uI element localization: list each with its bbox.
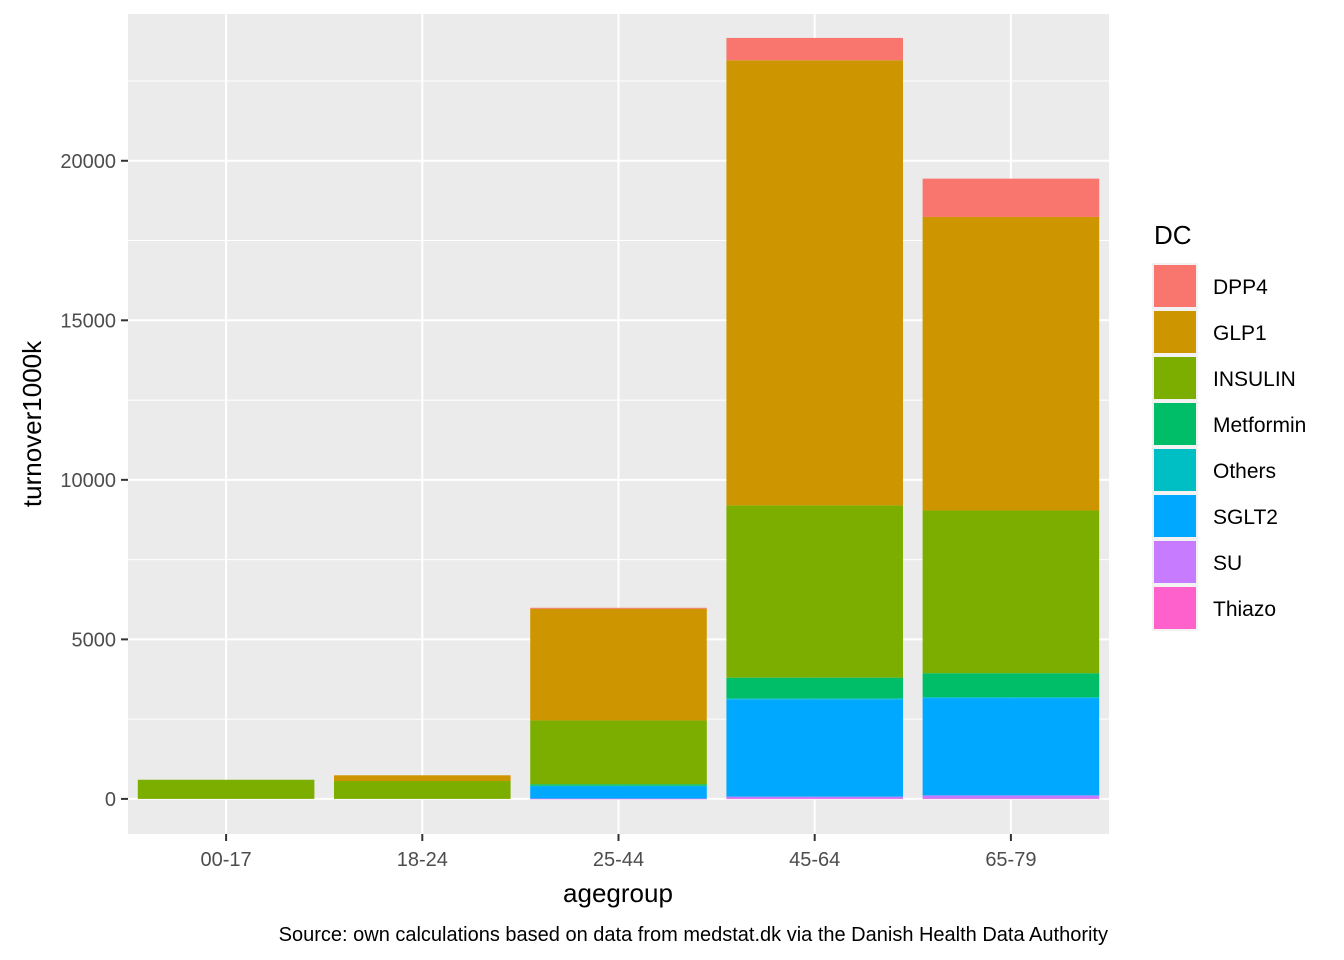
bar-segment: [726, 37, 903, 61]
bar-segment: [922, 795, 1100, 799]
bar-segment: [922, 698, 1100, 796]
legend-label: INSULIN: [1213, 368, 1296, 391]
y-tick-label: 5000: [72, 629, 117, 651]
x-tick-label: 18-24: [397, 849, 448, 871]
y-axis-title: turnover1000k: [17, 340, 47, 507]
bar-segment: [922, 697, 1100, 699]
legend-label: GLP1: [1213, 322, 1267, 345]
bar-segment: [922, 673, 1100, 698]
legend-key: [1154, 495, 1196, 537]
y-tick-label: 0: [105, 789, 116, 811]
legend-label: Others: [1213, 460, 1276, 483]
bar-segment: [726, 796, 903, 799]
y-tick-label: 20000: [60, 151, 116, 173]
legend-label: SU: [1213, 552, 1242, 575]
legend-key: [1154, 449, 1196, 491]
x-tick-label: 25-44: [593, 849, 644, 871]
legend-label: SGLT2: [1213, 506, 1278, 529]
legend-key: [1154, 311, 1196, 353]
bar-segment: [137, 779, 315, 799]
bar-segment: [530, 798, 707, 800]
y-tick-label: 15000: [60, 310, 116, 332]
y-axis: 0 5000 10000 15000 20000: [60, 151, 128, 811]
legend-label: Metformin: [1213, 414, 1306, 437]
bars: [137, 37, 1100, 800]
legend-key: [1154, 403, 1196, 445]
x-tick-label: 45-64: [789, 849, 840, 871]
x-axis-title: agegroup: [563, 878, 673, 908]
legend-key: [1154, 541, 1196, 583]
legend-key: [1154, 587, 1196, 629]
caption: Source: own calculations based on data f…: [279, 924, 1108, 946]
bar-segment: [922, 510, 1100, 674]
bar-segment: [922, 178, 1100, 217]
legend-label: DPP4: [1213, 276, 1268, 299]
bar-segment: [334, 781, 511, 799]
legend: DC DPP4 GLP1 INSULIN Metformin Others SGLT2 SU…: [1152, 220, 1306, 631]
x-axis: 00-17 18-24 25-44 45-64 65-79: [201, 834, 1036, 871]
bar-segment: [726, 505, 903, 678]
bar-segment: [530, 785, 707, 787]
legend-title: DC: [1154, 220, 1192, 250]
bar-segment: [726, 699, 903, 797]
x-tick-label: 65-79: [985, 849, 1036, 871]
bar-segment: [726, 60, 903, 506]
bar-segment: [922, 798, 1100, 800]
bar-segment: [530, 786, 707, 799]
bar-segment: [530, 720, 707, 785]
x-tick-label: 00-17: [201, 849, 252, 871]
bar-segment: [530, 607, 707, 609]
bar-segment: [726, 677, 903, 699]
legend-key: [1154, 265, 1196, 307]
bar-segment: [726, 798, 903, 800]
legend-key: [1154, 357, 1196, 399]
legend-label: Thiazo: [1213, 598, 1276, 621]
bar-segment: [530, 608, 707, 721]
bar-segment: [726, 698, 903, 700]
bar-segment: [922, 216, 1100, 511]
bar-segment: [530, 784, 707, 786]
bar-segment: [334, 775, 511, 782]
y-tick-label: 10000: [60, 470, 116, 492]
